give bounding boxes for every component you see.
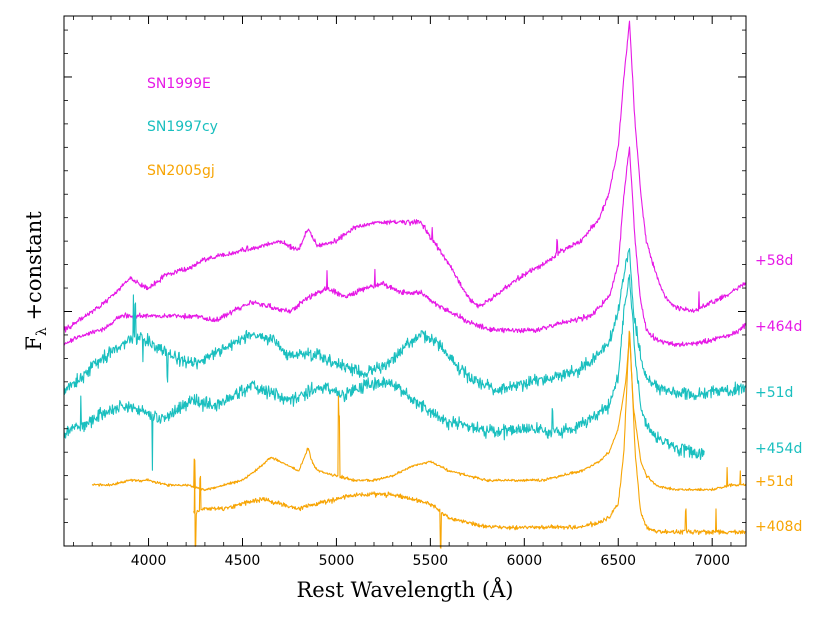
spectrum-line-0 bbox=[63, 20, 747, 333]
x-axis-title: Rest Wavelength (Å) bbox=[296, 577, 513, 602]
x-tick-label: 4000 bbox=[131, 553, 167, 569]
tick-layer: 4000 4500 5000 5500 6000 6500 7000 bbox=[64, 16, 746, 569]
legend: SN1999E SN1997cy SN2005gj bbox=[147, 76, 218, 179]
epoch-label-sn1999e-58d: +58d bbox=[755, 253, 793, 269]
spectrum-line-5 bbox=[193, 330, 746, 549]
y-axis-title-main: F bbox=[22, 336, 46, 351]
epoch-label-sn1997cy-454d: +454d bbox=[755, 441, 802, 457]
x-tick-label: 5000 bbox=[319, 553, 355, 569]
y-axis-title-rest: +constant bbox=[22, 211, 46, 327]
epoch-label-sn2005gj-51d: +51d bbox=[755, 474, 793, 490]
y-axis-title: Fλ +constant bbox=[22, 211, 50, 351]
spectrum-line-3 bbox=[63, 274, 705, 471]
epoch-label-sn1999e-464d: +464d bbox=[755, 319, 802, 335]
y-axis-title-sub: λ bbox=[34, 327, 50, 336]
epoch-label-sn2005gj-408d: +408d bbox=[755, 519, 802, 535]
x-tick-label: 4500 bbox=[225, 553, 261, 569]
legend-label-sn1999e: SN1999E bbox=[147, 76, 211, 92]
series-layer bbox=[63, 20, 747, 549]
x-tick-label: 7000 bbox=[694, 553, 730, 569]
legend-label-sn1997cy: SN1997cy bbox=[147, 119, 218, 135]
legend-label-sn2005gj: SN2005gj bbox=[147, 163, 215, 179]
x-tick-label: 5500 bbox=[413, 553, 449, 569]
epoch-labels: +58d +464d +51d +454d +51d +408d bbox=[755, 253, 802, 535]
epoch-label-sn1997cy-51d: +51d bbox=[755, 385, 793, 401]
x-tick-label: 6500 bbox=[600, 553, 636, 569]
x-tick-label: 6000 bbox=[506, 553, 542, 569]
spectrum-line-1 bbox=[63, 146, 747, 348]
plot-frame bbox=[63, 15, 747, 547]
spectrum-line-2 bbox=[63, 248, 747, 401]
